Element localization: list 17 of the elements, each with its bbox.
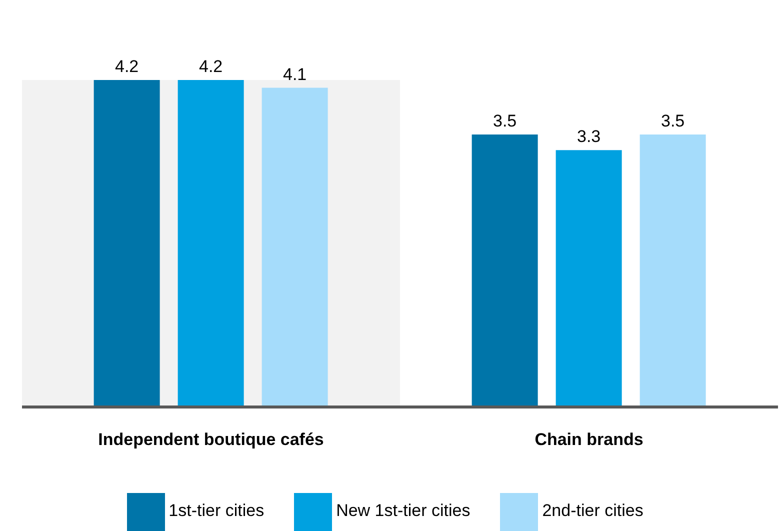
legend-label: 1st-tier cities (168, 501, 264, 520)
data-label: 3.3 (577, 127, 601, 146)
x-tick-label: Chain brands (534, 430, 644, 449)
bar (262, 88, 328, 407)
data-label: 4.1 (283, 64, 307, 84)
data-label: 3.5 (661, 112, 685, 130)
data-label: 3.5 (493, 112, 517, 130)
bar (556, 150, 622, 407)
bar (178, 80, 244, 407)
legend-label: New 1st-tier cities (336, 501, 470, 520)
bar (472, 134, 538, 407)
bar (94, 80, 160, 407)
bar (640, 134, 706, 407)
data-label: 4.2 (115, 57, 139, 76)
x-tick-label: Independent boutique cafés (98, 430, 324, 449)
legend-label: 2nd-tier cities (542, 501, 644, 520)
data-label: 4.2 (199, 57, 223, 76)
